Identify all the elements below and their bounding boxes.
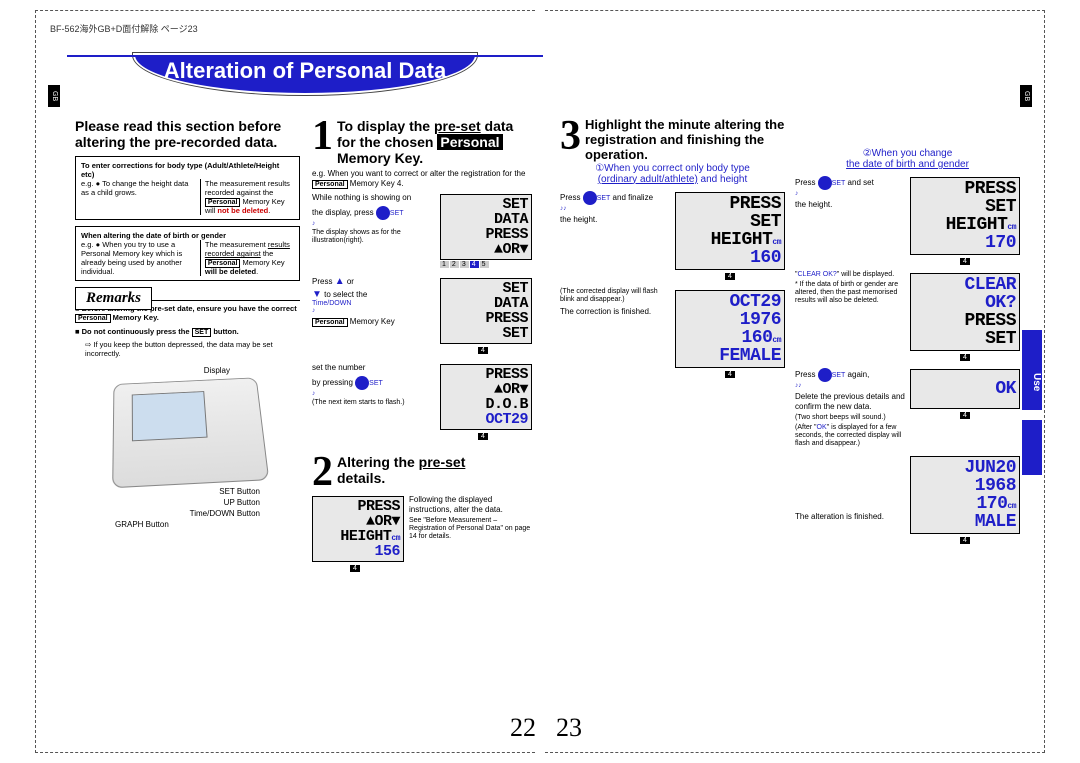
doc-header: BF-562海外GB+D面付解除 ページ23 — [50, 22, 198, 35]
note-ok: (After "OK" is displayed for a few secon… — [795, 424, 905, 448]
timedown-label: Time/DOWN — [312, 300, 435, 307]
press-updown: Press ▲ or — [312, 277, 435, 287]
badge-4: 4 — [725, 371, 735, 378]
lcd-2: SETDATAPRESSSET — [440, 278, 532, 344]
lcd-3: PRESS▲OR▼D.O.BOCT29 — [440, 364, 532, 430]
title-banner: Alteration of Personal Data — [75, 55, 535, 103]
remarks-label: Remarks — [75, 287, 152, 310]
up-button-label: UP Button — [75, 498, 260, 507]
page-number-left: 22 — [510, 713, 536, 743]
gb-tab-right: GB — [1020, 85, 1032, 107]
title-text: Alteration of Personal Data — [75, 58, 535, 84]
note: (The next item starts to flash.) — [312, 399, 435, 407]
box1-left: e.g. ● To change the height data as a ch… — [81, 179, 200, 215]
remark-2: ■ Do not continuously press the SET butt… — [75, 327, 300, 337]
side-tab-use: Use — [1022, 330, 1042, 410]
badge-4: 4 — [960, 412, 970, 419]
txt: to select the — [324, 290, 367, 299]
txt: the height. — [795, 200, 905, 210]
step-3-title: Highlight the minute altering the regist… — [560, 118, 785, 163]
pmk: Personal Memory Key — [312, 317, 435, 328]
badge-4: 4 — [725, 273, 735, 280]
info-box-2: When altering the date of birth or gende… — [75, 226, 300, 281]
page-number-right: 23 — [556, 713, 582, 743]
step-1-title: To display the pre-set data for the chos… — [312, 118, 532, 166]
press-set: the display, press SET — [312, 206, 435, 220]
key-indicator: 12345 — [440, 261, 532, 268]
txt-finished: The alteration is finished. — [795, 512, 905, 522]
box1-right: The measurement results recorded against… — [200, 179, 294, 215]
info-box-1: To enter corrections for body type (Adul… — [75, 156, 300, 220]
sub-2: ②When you changethe date of birth and ge… — [795, 148, 1020, 170]
press-set-3: Press SET and finalize — [560, 191, 670, 205]
display-label: Display — [75, 366, 230, 375]
box2-right: The measurement results recorded against… — [200, 240, 294, 276]
badge-4: 4 — [478, 347, 488, 354]
lcd-c3-2: OCT29 1976 160cmFEMALE — [675, 290, 785, 368]
txt: the height. — [560, 215, 670, 225]
press-set-4: Press SET and set — [795, 176, 905, 190]
remark-3: ⇨ If you keep the button depressed, the … — [75, 340, 300, 358]
lcd-c4-4: JUN20 1968 170cm MALE — [910, 456, 1020, 534]
box1-header: To enter corrections for body type (Adul… — [81, 161, 294, 179]
badge-4: 4 — [960, 354, 970, 361]
note: The display shows as for the illustratio… — [312, 229, 435, 245]
box2-header: When altering the date of birth or gende… — [81, 231, 294, 240]
sub-1: ①When you correct only body type(ordinar… — [560, 163, 785, 185]
side-tab-blank — [1022, 420, 1042, 475]
press-set-2: by pressing SET — [312, 376, 435, 390]
badge-4: 4 — [350, 565, 360, 572]
device-illustration: Display — [75, 366, 300, 485]
gb-tab-left: GB — [48, 85, 60, 107]
note: (Two short beeps will sound.) — [795, 414, 905, 422]
set-button-label: SET Button — [75, 487, 260, 496]
badge-4: 4 — [960, 537, 970, 544]
lcd-c4-3: OK — [910, 369, 1020, 409]
txt: Following the displayed instructions, al… — [409, 495, 532, 515]
lcd-1: SETDATAPRESS▲OR▼ — [440, 194, 532, 260]
warn-2: * If the data of birth or gender are alt… — [795, 281, 905, 305]
txt: set the number — [312, 363, 435, 373]
lcd-c3-1: PRESSSETHEIGHTcm 160 — [675, 192, 785, 270]
box2-left: e.g. ● When you try to use a Personal Me… — [81, 240, 200, 276]
note: (The corrected display will flash blink … — [560, 288, 670, 304]
step-2-number: 2 — [312, 454, 333, 492]
lcd-4: PRESS▲OR▼HEIGHTcm 156 — [312, 496, 404, 562]
timedown-button-label: Time/DOWN Button — [75, 509, 260, 518]
warn-1: "CLEAR OK?" will be displayed. — [795, 271, 905, 279]
txt: The correction is finished. — [560, 307, 670, 317]
badge-4: 4 — [478, 433, 488, 440]
txt: While nothing is showing on — [312, 193, 435, 203]
press-set-5: Press SET again, — [795, 368, 905, 382]
badge-4: 4 — [960, 258, 970, 265]
txt: Delete the previous details and confirm … — [795, 392, 905, 412]
note: See "Before Measurement – Registration o… — [409, 517, 532, 541]
step-1-number: 1 — [312, 118, 333, 156]
lcd-c4-2: CLEAROK?PRESSSET — [910, 273, 1020, 351]
step-3-number: 3 — [560, 118, 581, 156]
intro-heading: Please read this section before altering… — [75, 118, 300, 150]
graph-button-label: GRAPH Button — [115, 520, 260, 529]
step1-eg: e.g. When you want to correct or alter t… — [312, 169, 532, 190]
step-2-title: Altering the pre-setdetails. — [312, 454, 532, 486]
lcd-c4-1: PRESSSETHEIGHTcm 170 — [910, 177, 1020, 255]
